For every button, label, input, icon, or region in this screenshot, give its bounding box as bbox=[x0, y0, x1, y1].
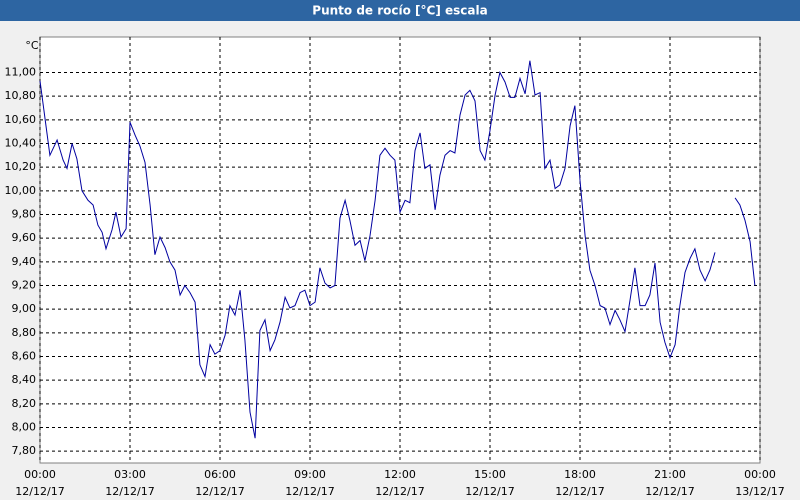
x-tick-date: 12/12/17 bbox=[465, 485, 514, 498]
y-tick-label: 11,00 bbox=[5, 66, 37, 79]
x-tick-date: 12/12/17 bbox=[375, 485, 424, 498]
y-tick-label: 8,00 bbox=[12, 421, 37, 434]
y-tick-label: 10,60 bbox=[5, 113, 37, 126]
y-unit: °C bbox=[25, 39, 39, 52]
x-tick-date: 12/12/17 bbox=[645, 485, 694, 498]
y-tick-label: 8,20 bbox=[12, 397, 37, 410]
title-bar bbox=[0, 0, 800, 21]
x-tick-label: 03:00 bbox=[114, 468, 146, 481]
y-tick-label: 10,20 bbox=[5, 160, 37, 173]
y-tick-label: 10,00 bbox=[5, 184, 37, 197]
chart-title: Punto de rocío [°C] escala bbox=[312, 4, 487, 18]
y-tick-label: 8,40 bbox=[12, 373, 37, 386]
x-tick-label: 21:00 bbox=[654, 468, 686, 481]
x-tick-date: 12/12/17 bbox=[555, 485, 604, 498]
y-tick-label: 9,00 bbox=[12, 302, 37, 315]
y-tick-label: 9,80 bbox=[12, 208, 37, 221]
x-tick-label: 15:00 bbox=[474, 468, 506, 481]
x-tick-label: 00:00 bbox=[24, 468, 56, 481]
x-tick-label: 12:00 bbox=[384, 468, 416, 481]
y-tick-label: 9,40 bbox=[12, 255, 37, 268]
y-tick-label: 8,60 bbox=[12, 350, 37, 363]
x-tick-label: 18:00 bbox=[564, 468, 596, 481]
y-tick-label: 10,80 bbox=[5, 89, 37, 102]
x-tick-label: 09:00 bbox=[294, 468, 326, 481]
data-line bbox=[39, 60, 756, 439]
y-tick-label: 9,60 bbox=[12, 231, 37, 244]
y-tick-label: 8,80 bbox=[12, 326, 37, 339]
y-tick-label: 7,80 bbox=[12, 444, 37, 457]
x-tick-date: 13/12/17 bbox=[735, 485, 784, 498]
y-tick-label: 9,20 bbox=[12, 279, 37, 292]
x-tick-date: 12/12/17 bbox=[195, 485, 244, 498]
x-tick-date: 12/12/17 bbox=[285, 485, 334, 498]
y-tick-label: 10,40 bbox=[5, 137, 37, 150]
x-tick-date: 12/12/17 bbox=[15, 485, 64, 498]
x-tick-label: 06:00 bbox=[204, 468, 236, 481]
x-tick-label: 00:00 bbox=[744, 468, 776, 481]
x-tick-date: 12/12/17 bbox=[105, 485, 154, 498]
